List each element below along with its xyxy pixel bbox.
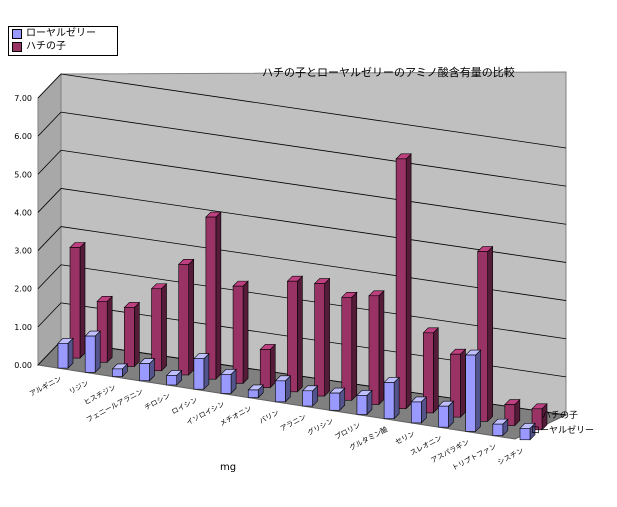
bar-royal-jelly-15-side bbox=[475, 349, 481, 433]
bar-bee-larvae-16 bbox=[504, 404, 516, 426]
side-wall bbox=[37, 72, 62, 367]
bar-bee-larvae-6-side bbox=[242, 280, 249, 385]
y-tick-label: 1.00 bbox=[14, 323, 32, 332]
bar-royal-jelly-11 bbox=[356, 395, 368, 415]
bar-bee-larvae-15 bbox=[477, 251, 488, 422]
bar-bee-larvae-8 bbox=[287, 280, 298, 393]
gridline-side bbox=[37, 188, 62, 213]
bar-royal-jelly-1 bbox=[84, 335, 96, 373]
bar-bee-larvae-13-side bbox=[432, 327, 439, 414]
bar-bee-larvae-10-side bbox=[351, 291, 358, 401]
bar-royal-jelly-15 bbox=[465, 354, 476, 432]
gridline-side bbox=[37, 340, 62, 366]
bar-bee-larvae-0 bbox=[69, 247, 81, 359]
gridline-side bbox=[37, 264, 62, 289]
bar-royal-jelly-5 bbox=[193, 358, 205, 390]
x-tick-label: チロシン bbox=[143, 392, 171, 412]
legend-swatch-royal-jelly bbox=[12, 28, 22, 39]
y-tick-label: 4.00 bbox=[14, 208, 32, 217]
bar-bee-larvae-12 bbox=[395, 158, 407, 409]
gridline-side bbox=[37, 73, 62, 99]
bar-royal-jelly-9 bbox=[302, 390, 313, 407]
y-tick-label: 0.00 bbox=[14, 361, 32, 370]
bar-bee-larvae-12-side bbox=[405, 153, 412, 410]
bar-bee-larvae-17 bbox=[531, 408, 543, 431]
chart-title: ハチの子とローヤルゼリーのアミノ酸含有量の比較 bbox=[262, 66, 515, 79]
bar-bee-larvae-4 bbox=[178, 264, 190, 376]
bar-bee-larvae-8-side bbox=[297, 275, 303, 393]
bar-bee-larvae-6 bbox=[232, 285, 244, 384]
x-tick-label: プロリン bbox=[333, 421, 361, 441]
legend-label-bee-larvae: ハチの子 bbox=[26, 40, 66, 52]
y-tick-label: 6.00 bbox=[14, 132, 32, 141]
gridline-side bbox=[37, 302, 62, 328]
bar-royal-jelly-4 bbox=[166, 375, 178, 386]
y-tick-label: 2.00 bbox=[14, 285, 32, 294]
bar-bee-larvae-14 bbox=[450, 353, 461, 418]
x-tick-label: アルギニン bbox=[28, 375, 63, 398]
bar-royal-jelly-12-side bbox=[393, 376, 400, 420]
bar-bee-larvae-2-side bbox=[134, 301, 140, 368]
bar-bee-larvae-2 bbox=[124, 307, 135, 367]
y-tick-label: 3.00 bbox=[14, 247, 32, 256]
bar-royal-jelly-8 bbox=[275, 380, 286, 403]
gridline bbox=[60, 73, 567, 149]
legend-swatch-bee-larvae bbox=[12, 41, 22, 52]
bar-bee-larvae-11 bbox=[368, 295, 380, 405]
bar-bee-larvae-1-side bbox=[106, 295, 113, 364]
bar-bee-larvae-11-side bbox=[378, 290, 385, 406]
depth-axis-label: ローヤルゼリー bbox=[531, 424, 594, 436]
gridline bbox=[60, 149, 567, 225]
bar-royal-jelly-3 bbox=[139, 363, 150, 382]
bar-bee-larvae-15-side bbox=[487, 245, 493, 423]
y-tick-label: 7.00 bbox=[14, 94, 32, 103]
bar-bee-larvae-3 bbox=[151, 288, 162, 372]
bar-royal-jelly-14 bbox=[438, 405, 449, 428]
x-tick-label: リジン bbox=[68, 379, 90, 396]
legend-item-royal-jelly: ローヤルゼリー bbox=[9, 27, 117, 40]
bar-bee-larvae-3-side bbox=[161, 283, 167, 372]
bar-royal-jelly-12 bbox=[383, 382, 395, 419]
bar-royal-jelly-13 bbox=[410, 401, 422, 424]
x-tick-label: グリシン bbox=[306, 416, 335, 437]
bar-royal-jelly-1-side bbox=[94, 330, 101, 374]
gridline-side bbox=[37, 111, 62, 137]
legend: ローヤルゼリー ハチの子 bbox=[8, 26, 118, 56]
y-tick-label: 5.00 bbox=[14, 170, 32, 179]
bar-bee-larvae-5 bbox=[205, 216, 217, 380]
bar-bee-larvae-7 bbox=[259, 349, 271, 388]
legend-label-royal-jelly: ローヤルゼリー bbox=[26, 27, 96, 39]
x-tick-label: アラニン bbox=[279, 413, 307, 433]
x-axis-label: mg bbox=[220, 462, 237, 473]
depth-axis-label: ハチの子 bbox=[542, 410, 578, 421]
bar-royal-jelly-2 bbox=[112, 368, 123, 377]
bar-bee-larvae-14-side bbox=[460, 348, 466, 418]
bar-bee-larvae-13 bbox=[422, 332, 434, 414]
bar-royal-jelly-6 bbox=[220, 374, 232, 394]
x-tick-label: バリン bbox=[258, 409, 280, 426]
bar-royal-jelly-5-side bbox=[203, 352, 210, 390]
bar-royal-jelly-10 bbox=[329, 392, 341, 411]
bar-royal-jelly-0 bbox=[57, 343, 69, 369]
bar-royal-jelly-16 bbox=[492, 423, 504, 436]
bar-bee-larvae-9 bbox=[314, 283, 325, 397]
gridline-side bbox=[37, 226, 62, 251]
bar-bee-larvae-9-side bbox=[324, 277, 330, 397]
legend-item-bee-larvae: ハチの子 bbox=[9, 40, 117, 53]
bar-bee-larvae-4-side bbox=[188, 258, 195, 376]
bar-bee-larvae-10 bbox=[341, 296, 353, 401]
bar-royal-jelly-7 bbox=[247, 389, 259, 398]
x-tick-label: セリン bbox=[394, 430, 416, 447]
gridline bbox=[60, 111, 567, 187]
x-tick-label: ロイシン bbox=[170, 396, 198, 416]
bar-bee-larvae-7-side bbox=[269, 343, 276, 389]
bar-bee-larvae-5-side bbox=[215, 211, 222, 380]
bar-royal-jelly-17 bbox=[519, 428, 531, 441]
gridline-side bbox=[37, 150, 62, 175]
x-tick-label: シスチン bbox=[496, 446, 524, 466]
bar-bee-larvae-0-side bbox=[79, 241, 86, 359]
